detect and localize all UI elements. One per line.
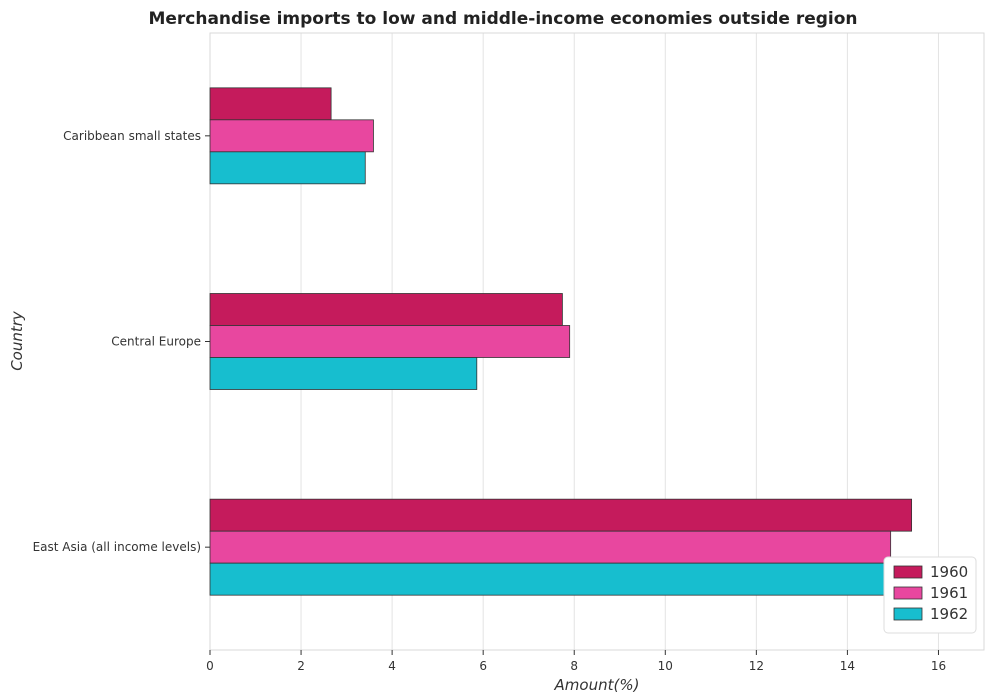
y-tick-label: Central Europe — [111, 335, 201, 349]
bar-1962 — [209, 357, 478, 390]
legend-swatch-1961 — [893, 586, 923, 600]
x-axis-ticks: 0 2 4 6 8 10 12 14 16 — [206, 650, 946, 673]
bar-1960 — [209, 498, 913, 532]
y-axis-label: Country — [8, 310, 26, 371]
chart-title: Merchandise imports to low and middle-in… — [148, 9, 857, 29]
x-tick-label: 0 — [206, 659, 214, 673]
x-axis-label: Amount(%) — [554, 676, 640, 694]
x-tick-label: 10 — [658, 659, 673, 673]
bar-1962 — [209, 151, 366, 185]
y-axis-ticks: Caribbean small states Central Europe East… — [33, 129, 210, 554]
legend-label-1961: 1961 — [930, 584, 968, 602]
x-tick-label: 4 — [388, 659, 396, 673]
bar-1961 — [209, 119, 374, 153]
x-tick-label: 8 — [570, 659, 578, 673]
x-tick-label: 16 — [931, 659, 946, 673]
legend-swatch-1962 — [893, 607, 923, 621]
legend-label-1962: 1962 — [930, 605, 968, 623]
bar-1962 — [209, 562, 948, 596]
legend-label-1960: 1960 — [930, 563, 968, 581]
y-tick-label: East Asia (all income levels) — [33, 540, 201, 554]
x-tick-label: 12 — [749, 659, 764, 673]
bar-1961 — [209, 530, 892, 564]
legend-swatch-1960 — [893, 565, 923, 579]
bar-1960 — [209, 87, 332, 121]
x-tick-label: 2 — [297, 659, 305, 673]
y-tick-label: Caribbean small states — [63, 129, 201, 143]
bar-1961 — [209, 325, 571, 358]
legend: 1960 1961 1962 — [883, 556, 977, 634]
bars — [209, 87, 948, 596]
x-tick-label: 14 — [840, 659, 855, 673]
bar-1960 — [209, 293, 563, 326]
x-tick-label: 6 — [479, 659, 487, 673]
